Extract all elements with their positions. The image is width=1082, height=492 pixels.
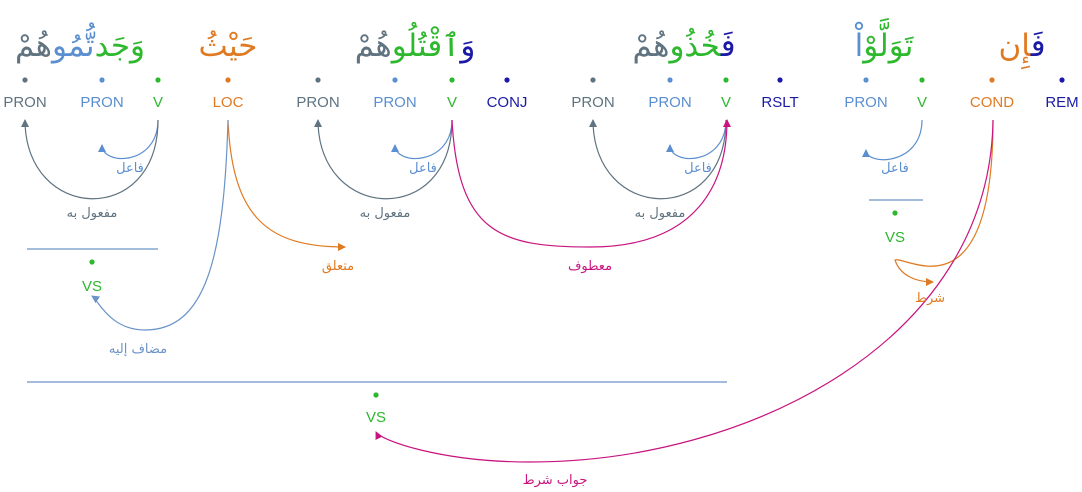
arc-mutaalliq: [227, 119, 346, 251]
relation-label: مفعول به: [360, 206, 411, 221]
relation-label: مفعول به: [67, 206, 118, 221]
tag-pron: PRON: [571, 94, 614, 111]
tag-dot: [392, 77, 398, 83]
phrase-node-vs: VS: [885, 229, 905, 246]
word-segment: ٱقْتُلُو: [390, 21, 461, 64]
arc-mafool: [589, 119, 727, 200]
relation-label: معطوف: [568, 259, 612, 274]
word-segment: اْ: [854, 21, 863, 64]
word-segment: هُمْ: [15, 28, 52, 64]
arc-mafool: [21, 119, 159, 200]
tag-verb: V: [447, 94, 457, 111]
tag-pron: PRON: [844, 94, 887, 111]
phrase-nodes: VS VS VS: [82, 229, 905, 426]
tag-dot: [919, 77, 925, 83]
arc-mudaf-ilayh: [91, 119, 229, 331]
arc-fail: [666, 119, 727, 160]
phrase-node-dot: [373, 392, 379, 398]
tag-dot: [723, 77, 729, 83]
tags-row: REM COND V PRON RSLT V PRON PRON CONJ V …: [3, 94, 1078, 111]
tag-dot: [504, 77, 510, 83]
word-segment: خُذُو: [667, 27, 721, 64]
tag-rslt: RSLT: [761, 94, 798, 111]
word-waqtuluhum: وَٱقْتُلُوهُمْ: [355, 21, 476, 64]
tag-pron: PRON: [296, 94, 339, 111]
phrase-node-vs: VS: [82, 278, 102, 295]
tag-pron: PRON: [3, 94, 46, 111]
arc-mafool: [314, 119, 453, 200]
phrase-dots: [89, 210, 898, 398]
tag-dot: [315, 77, 321, 83]
phrase-node-vs: VS: [366, 409, 386, 426]
tag-dot: [1059, 77, 1065, 83]
tag-dot: [155, 77, 161, 83]
tag-rem: REM: [1045, 94, 1078, 111]
relation-label: فاعل: [116, 161, 144, 176]
tag-dot: [989, 77, 995, 83]
tag-conj: CONJ: [487, 94, 528, 111]
tag-verb: V: [917, 94, 927, 111]
word-tawallaw: تَوَلَّوْاْ: [854, 18, 914, 64]
phrase-lines: [27, 199, 923, 383]
tag-loc: LOC: [213, 94, 244, 111]
word-fakhudhuhum: فَخُذُوهُمْ: [632, 27, 735, 64]
tag-dot: [22, 77, 28, 83]
arc-fail: [98, 119, 159, 160]
arc-maatuf: [451, 119, 731, 248]
tag-pron: PRON: [80, 94, 123, 111]
tag-dot: [667, 77, 673, 83]
tag-cond: COND: [970, 94, 1014, 111]
word-segment: فَ: [1030, 28, 1046, 64]
relation-label: جواب شرط: [523, 473, 588, 488]
relation-label: فاعل: [409, 161, 437, 176]
relation-labels: فاعل شرط فاعل مفعول به فاعل مفعول به معط…: [67, 161, 945, 488]
word-wajadtumuhum: وَجَدتُّمُوهُمْ: [15, 21, 145, 64]
word-segment: تُّمُو: [50, 21, 96, 64]
word-segment: حَيْثُ: [199, 28, 258, 64]
arc-fail: [391, 119, 453, 160]
tag-dot: [449, 77, 455, 83]
tag-verb: V: [153, 94, 163, 111]
relation-label: فاعل: [881, 161, 909, 176]
word-haythu: حَيْثُ: [199, 28, 258, 64]
relation-label: مفعول به: [635, 206, 686, 221]
words-row: فَإِن تَوَلَّوْاْ فَخُذُوهُمْ وَٱقْتُلُو…: [15, 18, 1046, 70]
phrase-node-dot: [89, 259, 95, 265]
phrase-node-dot: [892, 210, 898, 216]
word-segment: هُمْ: [355, 28, 392, 64]
dependency-arcs: [21, 119, 994, 463]
relation-label: شرط: [915, 291, 945, 306]
tag-dot: [225, 77, 231, 83]
word-segment: هُمْ: [632, 28, 669, 64]
tag-dot: [590, 77, 596, 83]
word-segment: إِن: [998, 28, 1031, 70]
relation-label: متعلق: [322, 259, 354, 274]
word-segment: وَ: [458, 28, 475, 64]
arc-jawab-shart: [375, 119, 994, 463]
tag-pron: PRON: [648, 94, 691, 111]
word-fa-in: فَإِن: [998, 28, 1045, 70]
tag-dot: [777, 77, 783, 83]
arc-fail: [862, 119, 923, 161]
tag-dot: [99, 77, 105, 83]
word-segment: وَجَد: [95, 28, 145, 64]
relation-label: مضاف إليه: [109, 342, 167, 357]
tag-dots: [22, 77, 1065, 83]
word-segment: تَوَلَّوْ: [861, 18, 914, 64]
word-segment: فَ: [720, 28, 736, 64]
tag-dot: [863, 77, 869, 83]
arc-shart: [894, 119, 994, 286]
tag-pron: PRON: [373, 94, 416, 111]
tag-verb: V: [721, 94, 731, 111]
relation-label: فاعل: [684, 161, 712, 176]
